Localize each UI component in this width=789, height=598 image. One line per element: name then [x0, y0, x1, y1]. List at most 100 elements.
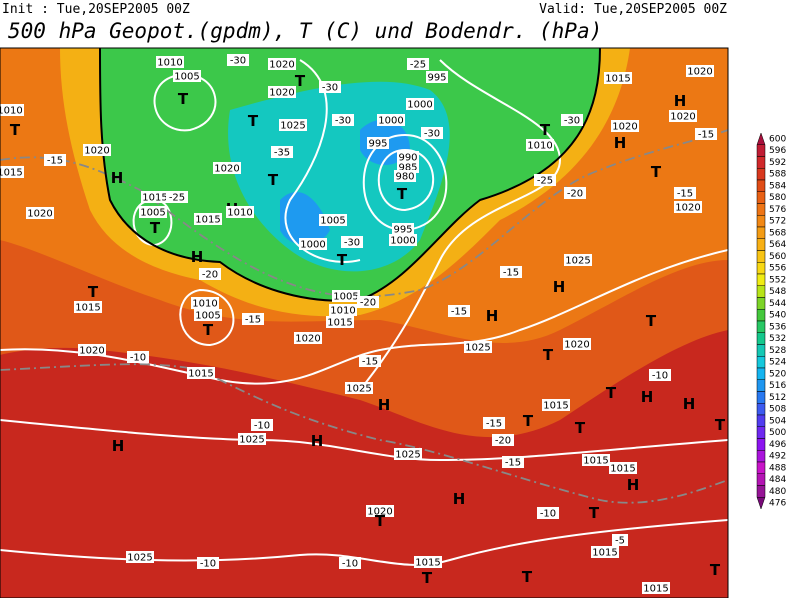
label-box	[227, 54, 249, 66]
isoline-label: -30	[424, 129, 440, 140]
label-box	[674, 187, 696, 199]
label-box	[299, 238, 327, 250]
isoline-label: -20	[360, 298, 376, 309]
label-box	[83, 144, 111, 156]
label-box	[534, 174, 556, 186]
low-marker: T	[540, 121, 551, 139]
temperature-line	[0, 363, 728, 504]
low-marker: T	[651, 163, 662, 181]
label-box	[319, 81, 341, 93]
label-box	[141, 191, 169, 203]
label-box	[612, 534, 628, 546]
isoline-label: 1000	[407, 100, 432, 111]
label-box	[0, 104, 24, 116]
label-box	[294, 332, 322, 344]
colorbar-label: 544	[769, 299, 786, 309]
label-box	[238, 433, 266, 445]
colorbar-swatch	[756, 262, 766, 275]
colorbar-swatch	[756, 450, 766, 463]
colorbar-label: 596	[769, 146, 786, 156]
label-box	[564, 254, 592, 266]
isoline-label: 1015	[415, 558, 440, 569]
colorbar-swatch	[756, 132, 766, 145]
label-box	[329, 304, 357, 316]
label-box	[367, 137, 389, 149]
isoline-label: 1020	[564, 340, 589, 351]
isoline-label: 1015	[592, 548, 617, 559]
label-box	[669, 110, 697, 122]
isoline-label: 1025	[280, 121, 305, 132]
low-marker: T	[575, 419, 586, 437]
colorbar-label: 600	[769, 134, 786, 144]
label-box	[406, 98, 434, 110]
low-marker: T	[248, 112, 259, 130]
colorbar-label: 540	[769, 311, 786, 321]
label-box	[582, 454, 610, 466]
isoline-label: -15	[503, 268, 519, 279]
low-marker: T	[522, 568, 533, 586]
low-marker: T	[268, 171, 279, 189]
label-box	[537, 507, 559, 519]
isobar	[153, 73, 217, 132]
label-box	[448, 305, 470, 317]
low-marker: T	[543, 346, 554, 364]
colorbar-swatch	[756, 144, 766, 157]
label-box	[359, 355, 381, 367]
label-box	[156, 56, 184, 68]
label-box	[139, 206, 167, 218]
low-marker: T	[715, 416, 726, 434]
colorbar-label: 484	[769, 475, 786, 485]
low-marker: T	[375, 512, 386, 530]
label-box	[242, 313, 264, 325]
colorbar-label: 556	[769, 264, 786, 274]
isoline-label: 1015	[610, 464, 635, 475]
map-title: 500 hPa Geopot.(gpdm), T (C) und Bodendr…	[8, 19, 602, 43]
colorbar-swatch	[756, 461, 766, 474]
low-marker: T	[337, 251, 348, 269]
map-frame	[0, 47, 729, 598]
colorbar-label: 588	[769, 170, 786, 180]
isoline-label: -10	[130, 353, 146, 364]
isoline-label: 1000	[300, 240, 325, 251]
isoline-label: 1015	[0, 168, 23, 179]
label-box	[392, 223, 414, 235]
contour-552	[99, 48, 601, 302]
label-box	[194, 309, 222, 321]
high-marker: H	[674, 92, 687, 110]
colorbar-swatch	[756, 344, 766, 357]
isoline-label: 1020	[670, 112, 695, 123]
isoline-label: 1015	[605, 74, 630, 85]
isoline-label: 1020	[612, 122, 637, 133]
isoline-label: -25	[537, 176, 553, 187]
isoline-label: 1020	[687, 67, 712, 78]
colorbar-label: 572	[769, 217, 786, 227]
label-box	[44, 154, 66, 166]
label-box	[389, 234, 417, 246]
label-box	[492, 434, 514, 446]
label-box	[332, 114, 354, 126]
colorbar-swatch	[756, 403, 766, 416]
label-box	[194, 213, 222, 225]
label-box	[366, 505, 394, 517]
isoline-label: 1020	[214, 164, 239, 175]
label-box	[326, 316, 354, 328]
isoline-label: 1025	[239, 435, 264, 446]
low-marker: T	[523, 412, 534, 430]
label-box	[357, 296, 379, 308]
isoline-label: 1025	[395, 450, 420, 461]
high-marker: H	[486, 307, 499, 325]
label-box	[74, 301, 102, 313]
label-box	[345, 382, 373, 394]
label-box	[542, 399, 570, 411]
isoline-label: -30	[344, 238, 360, 249]
isoline-label: 1025	[565, 256, 590, 267]
label-box	[642, 582, 670, 594]
isoline-label: -15	[362, 357, 378, 368]
label-box	[426, 71, 448, 83]
isoline-label: 1015	[643, 584, 668, 595]
colorbar: 6005965925885845805765725685645605565525…	[756, 132, 786, 510]
isoline-label: -20	[495, 436, 511, 447]
isoline-label: 1010	[527, 141, 552, 152]
